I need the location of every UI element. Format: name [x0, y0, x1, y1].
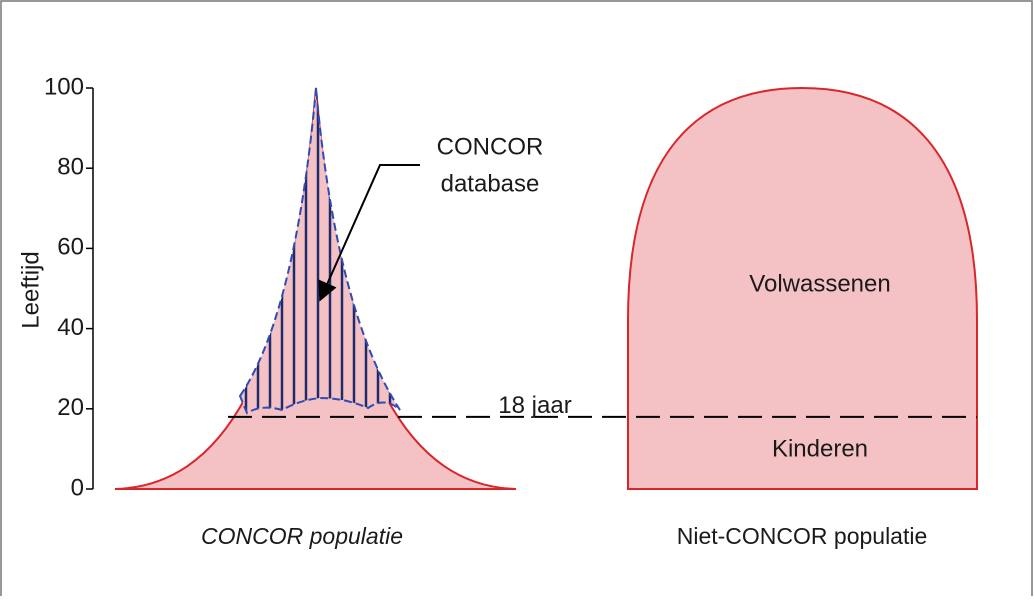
y-tick-label: 20: [57, 394, 84, 421]
niet-concor-population-shape: [627, 86, 978, 490]
y-axis-label: Leeftijd: [17, 251, 44, 328]
region-label: Kinderen: [772, 435, 868, 462]
y-tick-label: 60: [57, 234, 84, 261]
annotation-line: database: [441, 170, 540, 197]
y-tick-label: 80: [57, 154, 84, 181]
population-label: CONCOR populatie: [201, 523, 403, 549]
y-tick-label: 0: [71, 474, 84, 501]
population-label: Niet-CONCOR populatie: [677, 523, 928, 549]
annotation-line: CONCOR: [437, 133, 544, 160]
annotation-arrow: [318, 164, 420, 302]
region-label: Volwassenen: [749, 270, 890, 297]
y-tick-label: 40: [57, 314, 84, 341]
concor-database-shape: [238, 87, 401, 415]
y-tick-label: 100: [44, 73, 84, 100]
threshold-label: 18 jaar: [498, 392, 571, 419]
